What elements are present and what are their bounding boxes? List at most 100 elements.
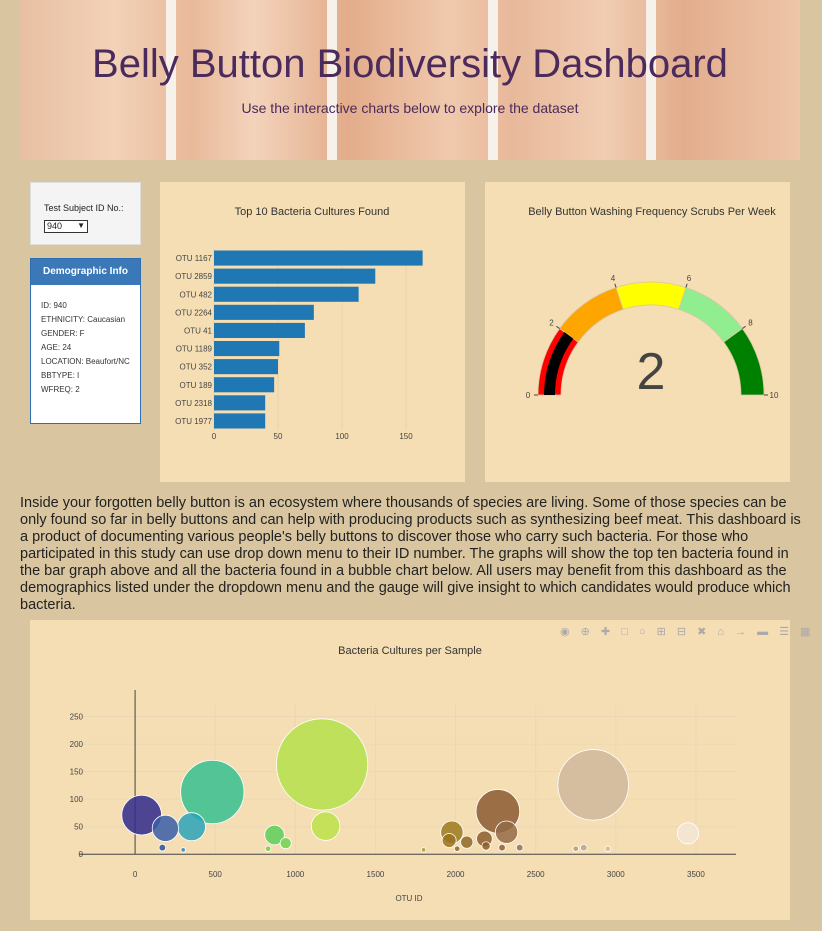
bar <box>214 250 423 266</box>
bar-chart-title: Top 10 Bacteria Cultures Found <box>235 206 390 218</box>
bar <box>214 304 314 320</box>
bubble-point <box>572 845 579 852</box>
bubble-chart[interactable]: Bacteria Cultures per Sample OTU ID 0 500… <box>30 620 790 920</box>
subject-id-select[interactable]: 940 ▼ <box>44 220 88 233</box>
demographic-row: AGE: 24 <box>41 343 72 352</box>
banner-divider <box>166 0 176 160</box>
bubble-point <box>276 718 369 811</box>
bar-x-tick-label: 0 <box>212 432 217 441</box>
bubble-x-tick-label: 2500 <box>527 870 545 879</box>
gauge-tick-label: 0 <box>526 391 531 400</box>
bubble-y-tick-label: 50 <box>74 823 83 832</box>
gauge-tick-label: 6 <box>687 274 692 283</box>
bubble-point <box>494 820 519 844</box>
bar <box>214 286 359 302</box>
bubble-chart-panel: Bacteria Cultures per Sample OTU ID 0 500… <box>30 620 790 920</box>
bar <box>214 268 376 284</box>
bubble-x-tick-label: 2000 <box>447 870 465 879</box>
bar <box>214 322 305 338</box>
gauge-tick-label: 2 <box>549 319 554 328</box>
bubble-y-tick-label: 100 <box>70 795 84 804</box>
bar-chart-panel: Top 10 Bacteria Cultures Found 0 50 100 150… <box>160 182 465 482</box>
demographic-row: ID: 940 <box>41 301 67 310</box>
demographic-row: GENDER: F <box>41 329 85 338</box>
bar-category-label: OTU 1977 <box>175 417 212 426</box>
bubble-point <box>557 749 629 821</box>
bubble-point <box>676 822 699 845</box>
bar <box>214 395 266 411</box>
banner-divider <box>488 0 498 160</box>
bubble-point <box>158 843 167 852</box>
plot-toolbar[interactable]: ◉ ⊕ ✚ □ ○ ⊞ ⊟ ✖ ⌂ → ▬ ☰ ▦ <box>560 626 815 638</box>
bubble-point <box>279 837 292 850</box>
bar-x-tick-label: 100 <box>335 432 349 441</box>
gauge-tick <box>556 325 560 329</box>
gauge-value-bar <box>544 332 574 395</box>
gauge-tick-label: 4 <box>611 274 616 283</box>
bubble-point <box>604 845 612 852</box>
bubble-x-tick-label: 3500 <box>687 870 705 879</box>
banner-divider <box>327 0 337 160</box>
bubble-point <box>310 811 341 841</box>
gauge-band <box>559 287 624 343</box>
gauge-tick <box>614 283 617 288</box>
bar-category-label: OTU 352 <box>180 363 213 372</box>
bubble-point <box>441 833 457 848</box>
chevron-down-icon: ▼ <box>77 221 85 230</box>
demographic-list: ID: 940 ETHNICITY: Caucasian GENDER: F A… <box>41 301 137 399</box>
bubble-point <box>121 794 162 836</box>
bar-category-label: OTU 189 <box>180 381 213 390</box>
bar-x-tick-label: 150 <box>399 432 413 441</box>
bubble-x-axis-label: OTU ID <box>395 894 422 903</box>
demographic-title: Demographic Info <box>31 259 140 285</box>
bubble-point <box>420 847 427 853</box>
gauge-tick-label: 8 <box>748 319 753 328</box>
bar <box>214 377 275 393</box>
bar-x-tick-label: 50 <box>274 432 283 441</box>
bar-category-label: OTU 2318 <box>175 399 212 408</box>
bubble-point <box>481 841 491 851</box>
bubble-point <box>498 843 506 852</box>
demographic-row: BBTYPE: I <box>41 371 80 380</box>
bar-category-label: OTU 1167 <box>176 254 213 263</box>
demographic-row: LOCATION: Beaufort/NC <box>41 357 130 366</box>
bar <box>214 341 280 357</box>
bubble-point <box>580 843 588 852</box>
gauge-tick-label: 10 <box>770 391 779 400</box>
bubble-y-tick-label: 150 <box>70 768 84 777</box>
bubble-point <box>515 843 524 852</box>
bubble-x-tick-label: 500 <box>209 870 223 879</box>
gauge-band <box>615 281 687 310</box>
bar-chart[interactable]: Top 10 Bacteria Cultures Found 0 50 100 150… <box>160 182 465 482</box>
bubble-point <box>264 845 272 852</box>
bar <box>214 413 266 429</box>
gauge-tick <box>685 283 688 288</box>
bubble-x-tick-label: 3000 <box>607 870 625 879</box>
subject-selector-card: Test Subject ID No.: 940 ▼ <box>30 182 141 245</box>
bubble-point <box>180 759 245 825</box>
bar-category-label: OTU 2264 <box>175 308 212 317</box>
subject-id-value: 940 <box>47 221 63 231</box>
bubble-point <box>453 845 461 852</box>
page-title: Belly Button Biodiversity Dashboard <box>92 42 728 86</box>
bubble-x-tick-label: 1000 <box>286 870 304 879</box>
bar-category-label: OTU 2859 <box>175 272 212 281</box>
bubble-point <box>151 814 179 842</box>
gauge-band <box>678 287 743 343</box>
bar <box>214 359 278 375</box>
bubble-point <box>180 847 186 853</box>
bar-category-label: OTU 482 <box>180 290 213 299</box>
bubble-y-tick-label: 200 <box>70 740 84 749</box>
subject-id-label: Test Subject ID No.: <box>44 203 124 213</box>
description-paragraph: Inside your forgotten belly button is an… <box>20 495 801 613</box>
bubble-x-tick-label: 0 <box>133 870 138 879</box>
gauge-value: 2 <box>637 343 666 401</box>
bubble-point <box>177 812 206 842</box>
gauge-panel: Belly Button Washing Frequency Scrubs Pe… <box>485 182 790 482</box>
page-subtitle: Use the interactive charts below to expl… <box>241 100 579 116</box>
bubble-point <box>264 824 285 846</box>
bubble-point <box>460 835 474 849</box>
demographic-row: ETHNICITY: Caucasian <box>41 315 126 324</box>
demographic-row: WFREQ: 2 <box>41 385 80 394</box>
gauge-chart[interactable]: Belly Button Washing Frequency Scrubs Pe… <box>485 182 790 482</box>
